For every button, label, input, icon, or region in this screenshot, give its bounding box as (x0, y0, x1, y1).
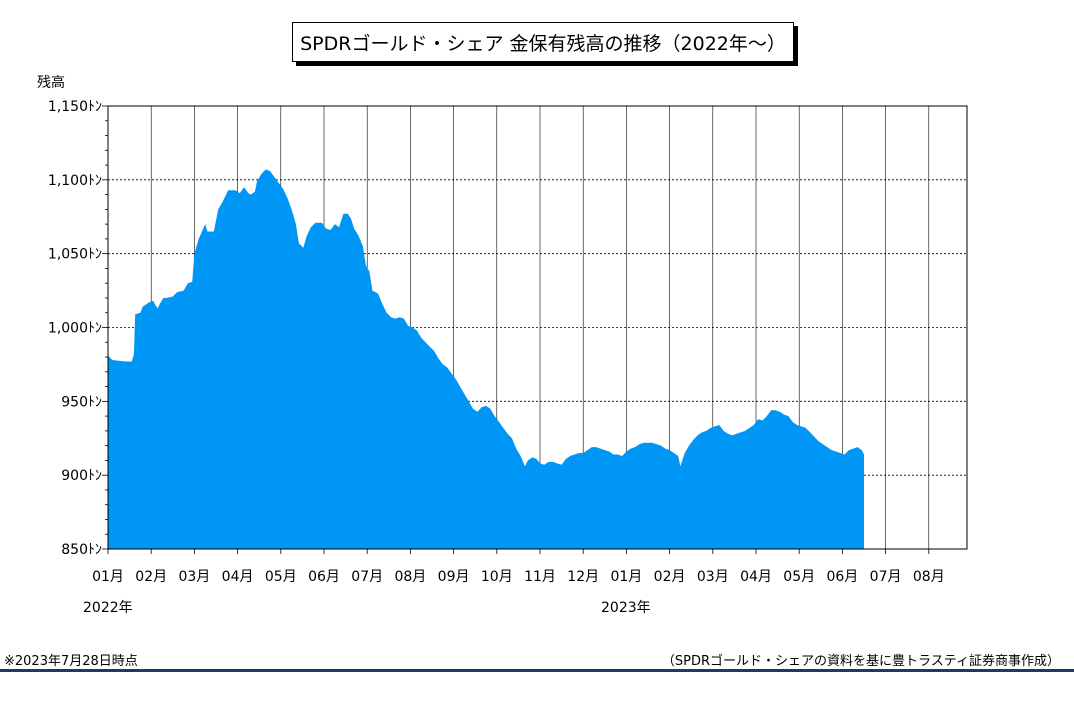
y-tick-label: 1,000ﾄﾝ (48, 321, 102, 337)
x-tick-label: 02月 (135, 569, 167, 585)
x-tick-label: 10月 (481, 569, 513, 585)
x-tick-label: 06月 (826, 569, 858, 585)
footer-divider (0, 669, 1074, 672)
y-tick-label: 1,150ﾄﾝ (48, 99, 102, 115)
x-tick-label: 02月 (654, 569, 686, 585)
y-tick-label: 1,050ﾄﾝ (48, 247, 102, 263)
x-tick-label: 08月 (913, 569, 945, 585)
year-label-2022: 2022年 (83, 600, 133, 616)
holdings-area (108, 169, 864, 549)
x-tick-label: 03月 (697, 569, 729, 585)
x-tick-label: 04月 (222, 569, 254, 585)
x-tick-label: 07月 (870, 569, 902, 585)
source-note: （SPDRゴールド・シェアの資料を基に豊トラスティ証券商事作成） (661, 654, 1060, 669)
x-tick-label: 07月 (351, 569, 383, 585)
tick-labels: 850ﾄﾝ 900ﾄﾝ 950ﾄﾝ 1,000ﾄﾝ 1,050ﾄﾝ 1,100ﾄﾝ 1,15… (48, 99, 945, 585)
x-tick-label: 05月 (783, 569, 815, 585)
axes (102, 105, 968, 554)
x-tick-label: 11月 (524, 569, 556, 585)
x-tick-label: 01月 (610, 569, 642, 585)
x-tick-label: 03月 (178, 569, 210, 585)
chart-title: SPDRゴールド・シェア 金保有残高の推移（2022年〜） (292, 22, 794, 62)
x-tick-label: 01月 (92, 569, 124, 585)
y-tick-label: 850ﾄﾝ (61, 542, 102, 558)
x-tick-label: 12月 (567, 569, 599, 585)
y-tick-label: 1,100ﾄﾝ (48, 173, 102, 189)
x-tick-label: 09月 (438, 569, 470, 585)
y-tick-label: 900ﾄﾝ (61, 468, 102, 484)
x-tick-label: 04月 (740, 569, 772, 585)
y-tick-label: 950ﾄﾝ (61, 394, 102, 410)
footnote: ※2023年7月28日時点 (4, 654, 138, 669)
y-axis-label: 残高 (37, 75, 65, 91)
x-tick-label: 06月 (308, 569, 340, 585)
x-tick-label: 08月 (394, 569, 426, 585)
x-tick-label: 05月 (265, 569, 297, 585)
year-label-2023: 2023年 (601, 600, 651, 616)
